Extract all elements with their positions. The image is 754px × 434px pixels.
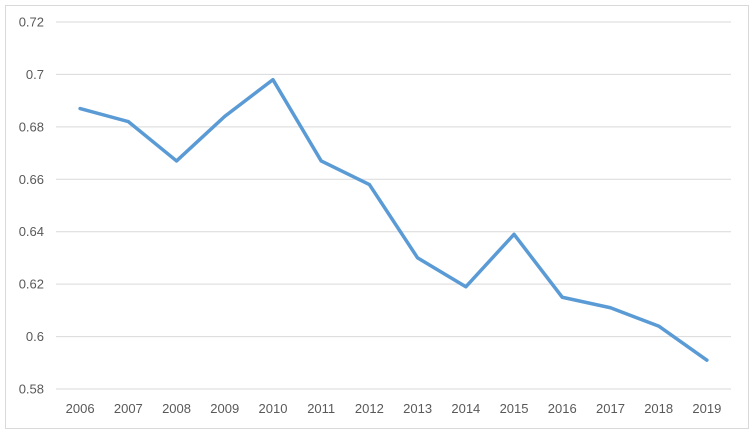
y-tick-label: 0.66 bbox=[19, 172, 44, 187]
data-point bbox=[512, 232, 516, 236]
x-tick-label: 2016 bbox=[548, 401, 577, 416]
x-tick-label: 2015 bbox=[500, 401, 529, 416]
data-point bbox=[560, 295, 564, 299]
x-tick-label: 2013 bbox=[403, 401, 432, 416]
gridlines bbox=[56, 21, 731, 390]
x-tick-label: 2011 bbox=[307, 401, 335, 416]
y-tick-label: 0.58 bbox=[19, 382, 44, 397]
data-point bbox=[126, 120, 130, 124]
x-tick-label: 2014 bbox=[451, 401, 480, 416]
data-point bbox=[464, 285, 468, 289]
x-tick-label: 2012 bbox=[355, 401, 384, 416]
y-tick-label: 0.72 bbox=[19, 15, 44, 30]
x-tick-label: 2019 bbox=[692, 401, 721, 416]
data-point bbox=[367, 183, 371, 187]
series-line bbox=[78, 77, 709, 362]
data-point bbox=[78, 107, 82, 111]
x-tick-label: 2007 bbox=[114, 401, 143, 416]
data-point bbox=[319, 159, 323, 163]
data-point bbox=[608, 306, 612, 310]
data-point bbox=[657, 324, 661, 328]
chart-frame bbox=[5, 5, 749, 429]
x-tick-label: 2009 bbox=[210, 401, 239, 416]
data-point bbox=[223, 114, 227, 118]
y-tick-label: 0.68 bbox=[19, 119, 44, 134]
x-tick-label: 2018 bbox=[644, 401, 673, 416]
data-point bbox=[271, 78, 275, 82]
y-tick-label: 0.62 bbox=[19, 277, 44, 292]
x-tick-label: 2008 bbox=[162, 401, 191, 416]
y-tick-label: 0.6 bbox=[26, 329, 44, 344]
data-point bbox=[175, 159, 179, 163]
x-tick-label: 2006 bbox=[66, 401, 95, 416]
data-point bbox=[416, 256, 420, 260]
x-axis-ticks: 2006 2007 2008 2009 2010 2011 2012 2013 2014 2015… bbox=[66, 401, 722, 416]
y-tick-label: 0.7 bbox=[26, 67, 44, 82]
data-point bbox=[705, 358, 709, 362]
series-group bbox=[78, 77, 709, 362]
x-tick-label: 2010 bbox=[259, 401, 288, 416]
x-tick-label: 2017 bbox=[596, 401, 625, 416]
y-tick-label: 0.64 bbox=[19, 224, 44, 239]
y-axis-ticks: 0.58 0.6 0.62 0.64 0.66 0.68 0.7 0.72 bbox=[19, 15, 44, 397]
